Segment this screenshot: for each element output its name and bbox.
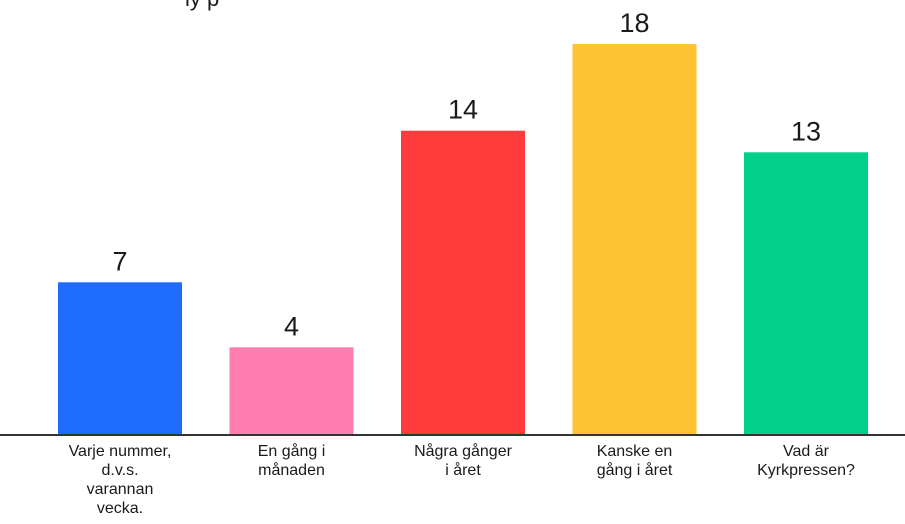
chart-title-fragment: iy p xyxy=(185,0,219,11)
category-label-2: En gång i månaden xyxy=(258,442,326,479)
bar-2 xyxy=(229,347,354,434)
category-label-line: vecka. xyxy=(97,500,143,517)
category-label-line: d.v.s. xyxy=(101,462,138,479)
category-label-line: En gång i xyxy=(258,442,326,460)
bar-4 xyxy=(572,44,697,434)
category-label-line: i året xyxy=(445,461,481,479)
category-label-line: Varje nummer, xyxy=(69,443,172,460)
bar-5 xyxy=(744,152,868,435)
value-label-3: 14 xyxy=(448,95,478,125)
category-label-line: Kanske en xyxy=(597,443,673,460)
value-label-4: 18 xyxy=(619,8,649,38)
value-labels-group: 7 4 14 18 13 xyxy=(112,8,821,341)
category-label-line: Vad är xyxy=(783,443,830,460)
category-label-line: Några gånger xyxy=(414,442,513,460)
bar-3 xyxy=(401,130,525,434)
category-label-4: Kanske en gång i året xyxy=(597,443,673,479)
category-label-line: gång i året xyxy=(597,461,673,479)
category-labels-group: Varje nummer, d.v.s. varannan vecka. En gång… xyxy=(69,442,855,517)
category-label-line: Kyrkpressen? xyxy=(757,462,855,479)
category-label-3: Några gånger i året xyxy=(414,442,513,479)
category-label-line: varannan xyxy=(87,481,154,498)
category-label-1: Varje nummer, d.v.s. varannan vecka. xyxy=(69,443,172,517)
category-label-line: månaden xyxy=(258,461,325,479)
bar-1 xyxy=(58,282,182,434)
category-label-5: Vad är Kyrkpressen? xyxy=(757,443,855,479)
value-label-5: 13 xyxy=(791,116,821,146)
bars-group xyxy=(58,44,868,435)
value-label-2: 4 xyxy=(284,311,299,341)
value-label-1: 7 xyxy=(112,246,127,276)
